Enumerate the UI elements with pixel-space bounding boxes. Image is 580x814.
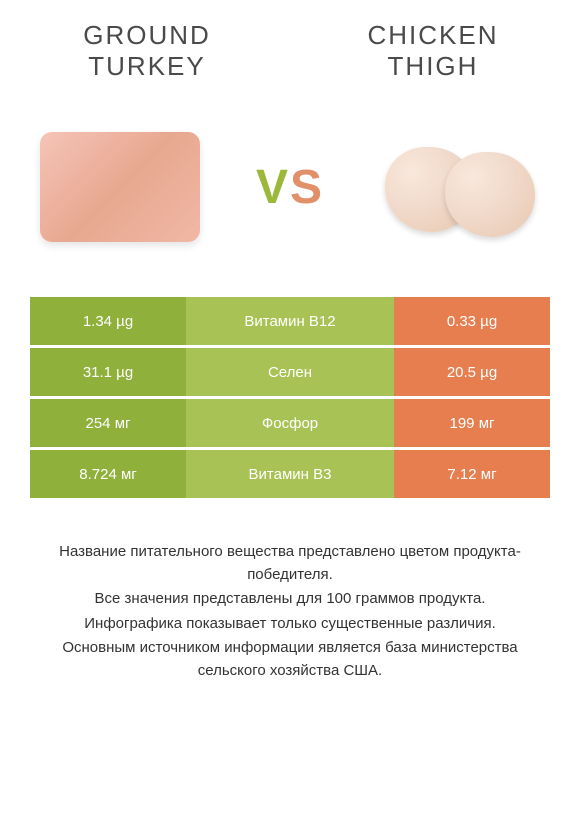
right-value-cell: 20.5 µg xyxy=(394,348,550,396)
left-product-image xyxy=(30,117,210,257)
footer-text: Название питательного вещества представл… xyxy=(30,541,550,684)
right-value-cell: 199 мг xyxy=(394,399,550,447)
ground-turkey-illustration xyxy=(40,132,200,242)
images-row: VS xyxy=(30,107,550,267)
footer-line4: Основным источником информации является … xyxy=(40,637,540,682)
chicken-thigh-illustration xyxy=(380,127,540,247)
infographic-container: GROUND TURKEY CHICKEN THIGH VS 1.34 µgВи… xyxy=(0,0,580,814)
footer-line1: Название питательного вещества представл… xyxy=(40,541,540,586)
left-value-cell: 31.1 µg xyxy=(30,348,186,396)
comparison-row: 8.724 мгВитамин B37.12 мг xyxy=(30,450,550,498)
comparison-row: 254 мгФосфор199 мг xyxy=(30,399,550,447)
comparison-row: 31.1 µgСелен20.5 µg xyxy=(30,348,550,396)
nutrient-name-cell: Витамин B3 xyxy=(186,450,394,498)
footer-line3: Инфографика показывает только существенн… xyxy=(40,613,540,636)
right-value-cell: 7.12 мг xyxy=(394,450,550,498)
comparison-row: 1.34 µgВитамин B120.33 µg xyxy=(30,297,550,345)
chicken-piece-right xyxy=(445,152,535,237)
vs-badge: VS xyxy=(256,160,324,215)
left-title-line1: GROUND xyxy=(83,20,211,50)
left-value-cell: 254 мг xyxy=(30,399,186,447)
right-product-image xyxy=(370,117,550,257)
vs-letter-s: S xyxy=(290,161,324,214)
nutrient-name-cell: Фосфор xyxy=(186,399,394,447)
comparison-table: 1.34 µgВитамин B120.33 µg31.1 µgСелен20.… xyxy=(30,297,550,501)
header-row: GROUND TURKEY CHICKEN THIGH xyxy=(30,20,550,82)
right-value-cell: 0.33 µg xyxy=(394,297,550,345)
right-title-line1: CHICKEN xyxy=(367,20,498,50)
right-product-title: CHICKEN THIGH xyxy=(316,20,550,82)
nutrient-name-cell: Селен xyxy=(186,348,394,396)
footer-line2: Все значения представлены для 100 граммо… xyxy=(40,588,540,611)
left-value-cell: 1.34 µg xyxy=(30,297,186,345)
left-title-line2: TURKEY xyxy=(88,51,205,81)
left-product-title: GROUND TURKEY xyxy=(30,20,264,82)
left-value-cell: 8.724 мг xyxy=(30,450,186,498)
right-title-line2: THIGH xyxy=(388,51,479,81)
vs-letter-v: V xyxy=(256,161,290,214)
nutrient-name-cell: Витамин B12 xyxy=(186,297,394,345)
